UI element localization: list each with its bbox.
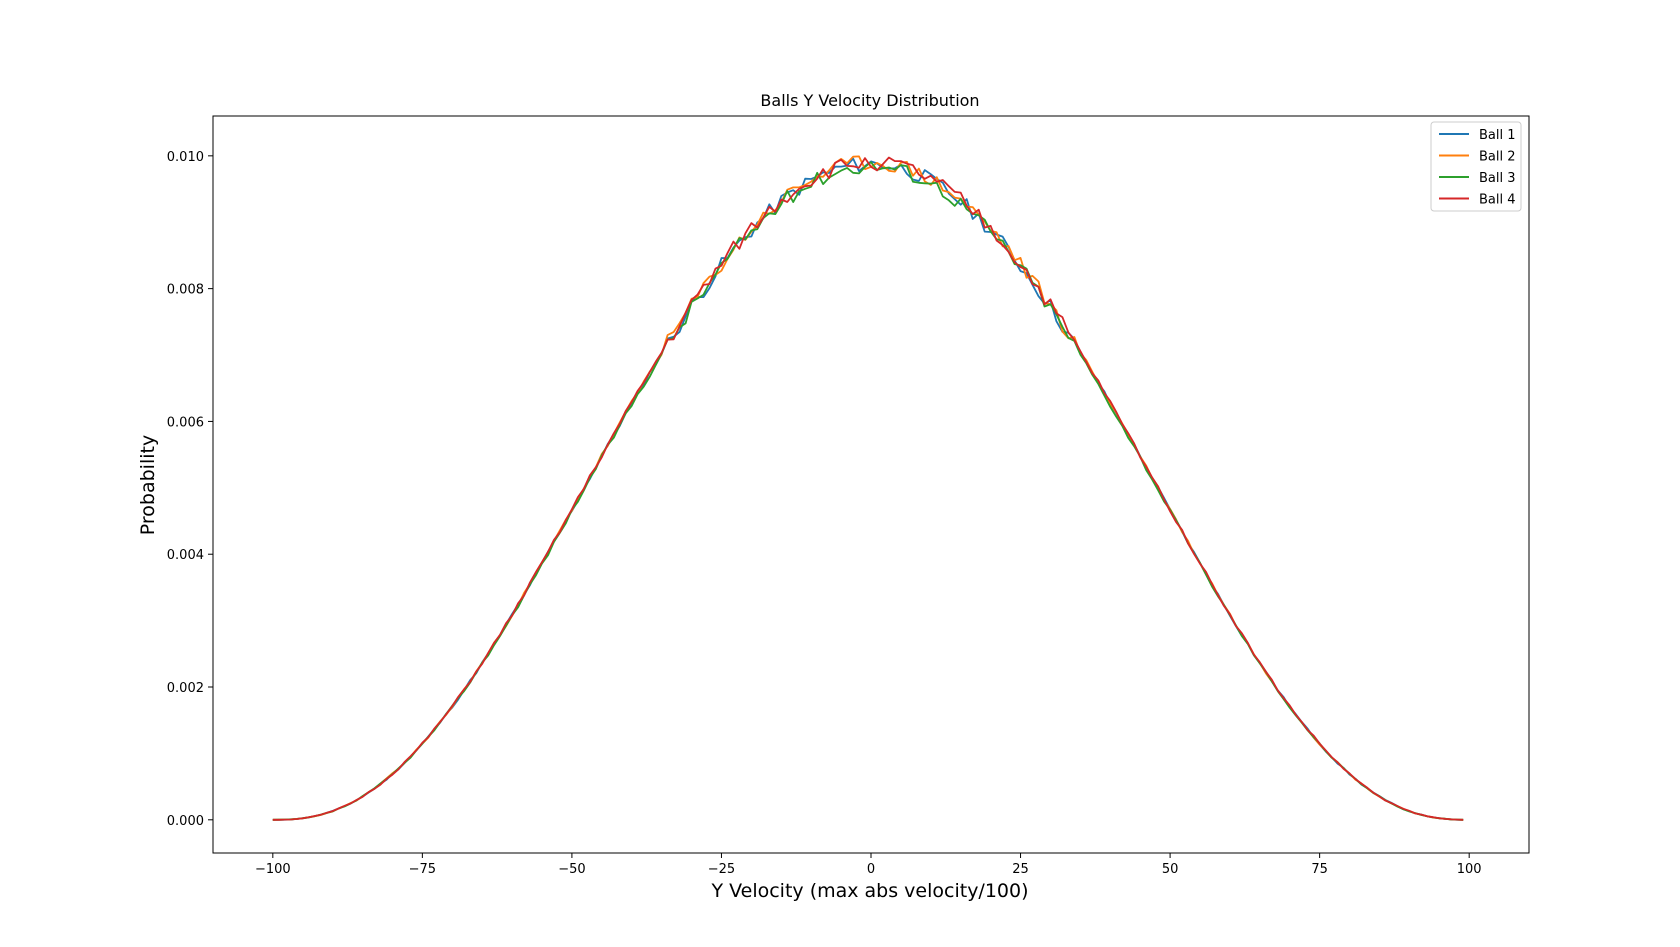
x-tick-label: 25	[1012, 862, 1029, 877]
y-axis: 0.000 0.002 0.004 0.006 0.008 0.010	[167, 150, 213, 829]
x-tick-label: −75	[409, 862, 436, 877]
series-line-ball-3	[272, 161, 1464, 821]
series-line-ball-4	[272, 156, 1464, 821]
legend-label: Ball 2	[1479, 150, 1516, 165]
chart-title: Balls Y Velocity Distribution	[760, 91, 979, 110]
y-tick-label: 0.002	[167, 681, 204, 696]
y-tick-label: 0.010	[167, 150, 204, 165]
x-tick-label: −50	[558, 862, 585, 877]
y-tick-label: 0.004	[167, 548, 204, 563]
legend-label: Ball 1	[1479, 128, 1516, 143]
y-tick-label: 0.006	[167, 415, 204, 430]
series-line-ball-1	[272, 157, 1464, 821]
legend-label: Ball 4	[1479, 193, 1516, 208]
x-tick-label: 0	[867, 862, 875, 877]
x-tick-label: 75	[1311, 862, 1328, 877]
plot-area-frame	[212, 115, 1530, 854]
series-line-ball-2	[272, 155, 1464, 821]
legend-label: Ball 3	[1479, 171, 1516, 186]
x-tick-label: −100	[255, 862, 291, 877]
y-tick-label: 0.008	[167, 283, 204, 298]
legend: Ball 1 Ball 2 Ball 3 Ball 4	[1430, 121, 1522, 212]
y-tick-label: 0.000	[167, 814, 204, 829]
x-axis: −100 −75 −50 −25 0 25 50 75 100	[255, 853, 1482, 877]
plot-lines	[272, 155, 1464, 821]
legend-frame	[1430, 121, 1522, 212]
x-tick-label: −25	[708, 862, 735, 877]
x-tick-label: 50	[1162, 862, 1179, 877]
y-axis-label: Probability	[137, 435, 159, 535]
x-tick-label: 100	[1457, 862, 1482, 877]
x-axis-label: Y Velocity (max abs velocity/100)	[710, 880, 1028, 902]
